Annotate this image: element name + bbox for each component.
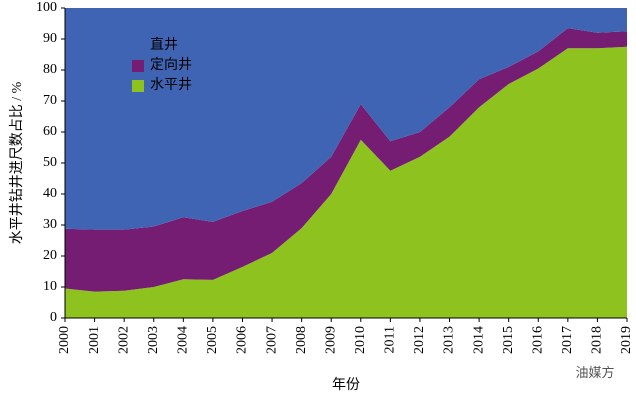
x-tick-label: 2019 (619, 326, 634, 354)
y-tick-label: 20 (43, 248, 57, 263)
y-tick-label: 0 (50, 310, 57, 325)
x-tick-label: 2007 (264, 326, 279, 354)
x-tick-label: 2013 (442, 326, 457, 354)
x-tick-label: 2012 (412, 326, 427, 354)
x-tick-label: 2005 (205, 326, 220, 354)
y-tick-label: 70 (43, 93, 57, 108)
x-tick-label: 2018 (590, 326, 605, 354)
x-tick-label: 2004 (176, 326, 191, 354)
legend-label: 水平井 (150, 77, 192, 93)
x-tick-label: 2016 (530, 326, 545, 354)
x-tick-label: 2006 (235, 326, 250, 354)
y-tick-label: 100 (36, 0, 57, 15)
legend-swatch (132, 60, 144, 72)
x-tick-label: 2000 (57, 326, 72, 354)
y-tick-label: 50 (43, 155, 57, 170)
y-tick-label: 10 (43, 279, 57, 294)
x-tick-label: 2017 (560, 326, 575, 354)
y-axis-label: 水平井钻井进尺数占比 / % (9, 81, 25, 244)
x-tick-label: 2003 (146, 326, 161, 354)
watermark: 油媒方 (575, 365, 614, 380)
x-tick-label: 2001 (87, 326, 102, 354)
y-tick-label: 30 (43, 217, 57, 232)
legend-label: 直井 (150, 36, 178, 53)
y-tick-label: 60 (43, 124, 57, 139)
x-axis-label: 年份 (332, 377, 360, 393)
area (65, 8, 627, 230)
y-tick-label: 90 (43, 31, 57, 46)
x-tick-label: 2002 (116, 326, 131, 354)
x-tick-label: 2010 (353, 326, 368, 354)
x-tick-label: 2015 (501, 326, 516, 354)
y-tick-label: 40 (43, 186, 57, 201)
area (65, 46, 627, 318)
x-tick-label: 2008 (294, 326, 309, 354)
legend-swatch (132, 40, 144, 52)
legend-swatch (132, 80, 144, 92)
area (65, 28, 627, 292)
x-tick-label: 2009 (323, 326, 338, 354)
x-tick-label: 2014 (471, 326, 486, 354)
legend-label: 定向井 (150, 57, 192, 73)
x-tick-label: 2011 (383, 326, 398, 353)
y-tick-label: 80 (43, 62, 57, 77)
